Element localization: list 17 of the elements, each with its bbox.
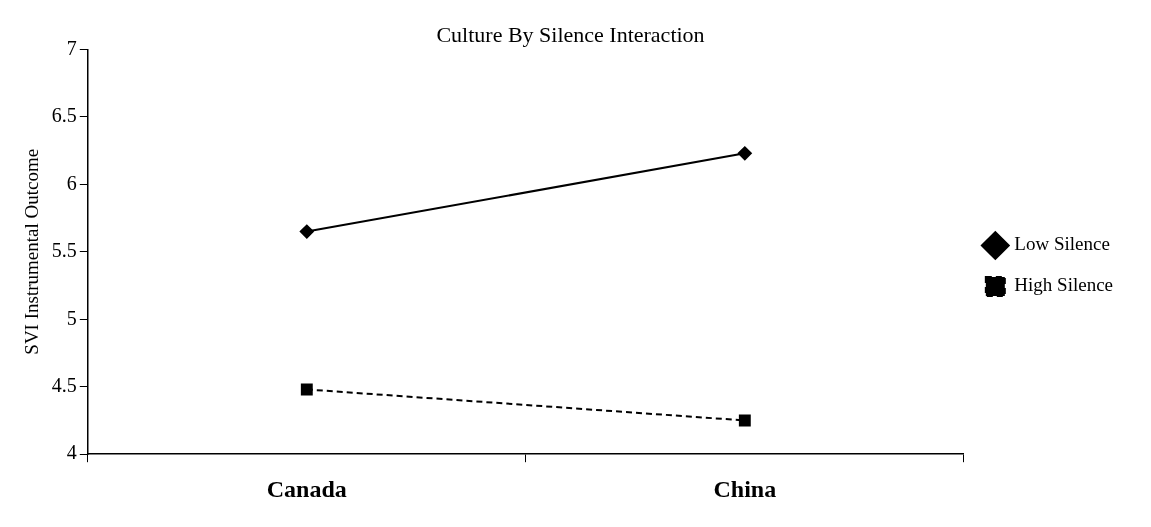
y-tick-label: 5.5 xyxy=(51,239,77,262)
y-tick-label: 6.5 xyxy=(51,104,77,127)
point xyxy=(737,146,752,161)
y-tick-label: 4 xyxy=(66,441,77,464)
y-axis-title: SVI Instrumental Outcome xyxy=(21,148,43,355)
chart-title: Culture By Silence Interaction xyxy=(436,21,705,47)
y-tick-label: 5 xyxy=(66,306,77,329)
x-tick-label: Canada xyxy=(266,475,347,502)
y-tick-label: 7 xyxy=(66,36,77,59)
legend-label: Low Silence xyxy=(1014,233,1110,255)
y-tick-label: 6 xyxy=(66,171,77,194)
x-tick-label: China xyxy=(713,475,777,502)
point xyxy=(738,414,751,427)
legend-label: High Silence xyxy=(1014,274,1114,296)
y-tick-label: 4.5 xyxy=(51,373,77,396)
point xyxy=(300,383,313,396)
point xyxy=(299,224,314,239)
